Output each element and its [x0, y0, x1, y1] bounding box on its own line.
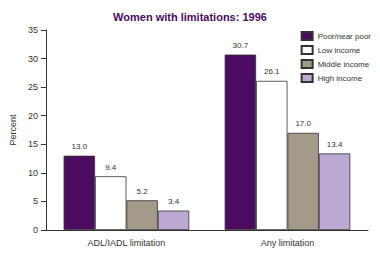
- svg-text:Poor/near poor: Poor/near poor: [318, 32, 372, 41]
- svg-text:15: 15: [28, 139, 38, 149]
- svg-text:35: 35: [28, 25, 38, 35]
- svg-text:26.1: 26.1: [264, 67, 280, 76]
- svg-text:10: 10: [28, 168, 38, 178]
- svg-text:Any limitation: Any limitation: [261, 238, 315, 248]
- svg-text:Low income: Low income: [318, 46, 361, 55]
- svg-text:0: 0: [33, 225, 38, 235]
- svg-text:ADL/IADL limitation: ADL/IADL limitation: [88, 238, 166, 248]
- svg-text:5.2: 5.2: [137, 187, 149, 196]
- svg-text:20: 20: [28, 111, 38, 121]
- svg-text:30: 30: [28, 54, 38, 64]
- svg-text:Middle income: Middle income: [318, 60, 370, 69]
- svg-text:High income: High income: [318, 74, 363, 83]
- svg-text:30.7: 30.7: [233, 41, 249, 50]
- svg-text:5: 5: [33, 196, 38, 206]
- svg-text:Percent: Percent: [8, 114, 18, 146]
- svg-text:13.0: 13.0: [72, 142, 88, 151]
- svg-text:13.4: 13.4: [327, 140, 343, 149]
- svg-text:Women with limitations: 1996: Women with limitations: 1996: [113, 11, 267, 23]
- svg-text:9.4: 9.4: [105, 163, 117, 172]
- svg-text:17.0: 17.0: [295, 119, 311, 128]
- svg-text:3.4: 3.4: [168, 197, 180, 206]
- svg-text:25: 25: [28, 82, 38, 92]
